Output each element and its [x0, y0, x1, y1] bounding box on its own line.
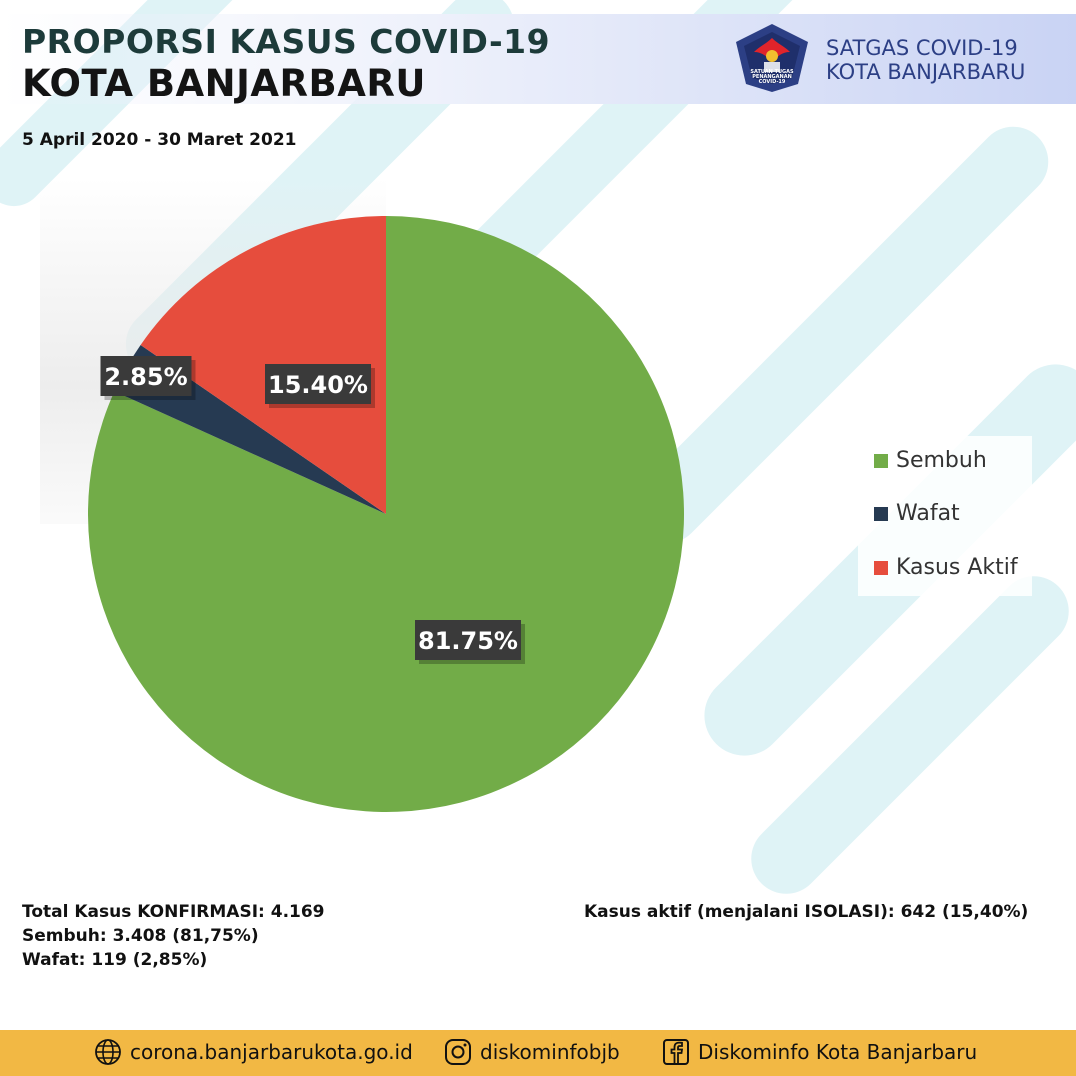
- svg-text:15.40%: 15.40%: [268, 371, 368, 399]
- footer-instagram-text: diskominfobjb: [480, 1040, 620, 1064]
- footer-instagram[interactable]: diskominfobjb: [444, 1038, 620, 1066]
- footer-website[interactable]: corona.banjarbarukota.go.id: [94, 1038, 413, 1066]
- legend-label-wafat: Wafat: [896, 501, 960, 526]
- globe-icon: [95, 1039, 121, 1065]
- legend-label-sembuh: Sembuh: [896, 448, 987, 473]
- legend-swatch-wafat: [874, 506, 888, 521]
- legend-swatch-sembuh: [874, 453, 888, 468]
- org-name-line2: KOTA BANJARBARU: [826, 60, 1026, 84]
- pie-chart: 81.75% 2.85% 15.40%: [87, 216, 684, 812]
- header-band: [0, 14, 1076, 104]
- legend-item-wafat: Wafat: [874, 501, 960, 526]
- footer-bar: [0, 1030, 1076, 1076]
- garuda-logo-icon: [736, 24, 808, 92]
- pie-slice-kasus-aktif: [140, 216, 386, 514]
- date-range: 5 April 2020 - 30 Maret 2021: [22, 130, 297, 150]
- logo-text: SATUAN TUGAS PENANGANAN COVID-19: [750, 69, 794, 85]
- pie-slice-sembuh: [87, 216, 684, 812]
- facebook-icon: [663, 1039, 689, 1065]
- data-label-wafat: 2.85%: [100, 356, 196, 400]
- footer-facebook-text: Diskominfo Kota Banjarbaru: [698, 1040, 978, 1064]
- stat-deaths: Wafat: 119 (2,85%): [22, 950, 208, 970]
- data-label-kasus-aktif: 15.40%: [265, 364, 375, 408]
- stat-recovered: Sembuh: 3.408 (81,75%): [22, 926, 259, 946]
- svg-text:2.85%: 2.85%: [104, 363, 187, 391]
- stats-left: Total Kasus KONFIRMASI: 4.169 Sembuh: 3.…: [22, 900, 325, 972]
- svg-text:81.75%: 81.75%: [418, 627, 518, 655]
- stat-active: Kasus aktif (menjalani ISOLASI): 642 (15…: [584, 902, 1029, 922]
- instagram-icon: [445, 1039, 471, 1065]
- org-name: SATGAS COVID-19 KOTA BANJARBARU: [826, 36, 1025, 84]
- legend-item-kasus-aktif: Kasus Aktif: [874, 555, 1018, 580]
- org-name-line1: SATGAS COVID-19: [826, 36, 1018, 60]
- data-label-sembuh: 81.75%: [415, 620, 525, 664]
- stat-total: Total Kasus KONFIRMASI: 4.169: [22, 902, 325, 922]
- page-title-line2: KOTA BANJARBARU: [22, 62, 426, 105]
- legend-item-sembuh: Sembuh: [874, 448, 987, 473]
- legend-label-kasus-aktif: Kasus Aktif: [896, 555, 1018, 580]
- footer-website-text: corona.banjarbarukota.go.id: [130, 1040, 413, 1064]
- footer-facebook[interactable]: Diskominfo Kota Banjarbaru: [662, 1038, 977, 1066]
- page-title-line1: PROPORSI KASUS COVID-19: [22, 22, 551, 61]
- legend-swatch-kasus-aktif: [874, 560, 888, 575]
